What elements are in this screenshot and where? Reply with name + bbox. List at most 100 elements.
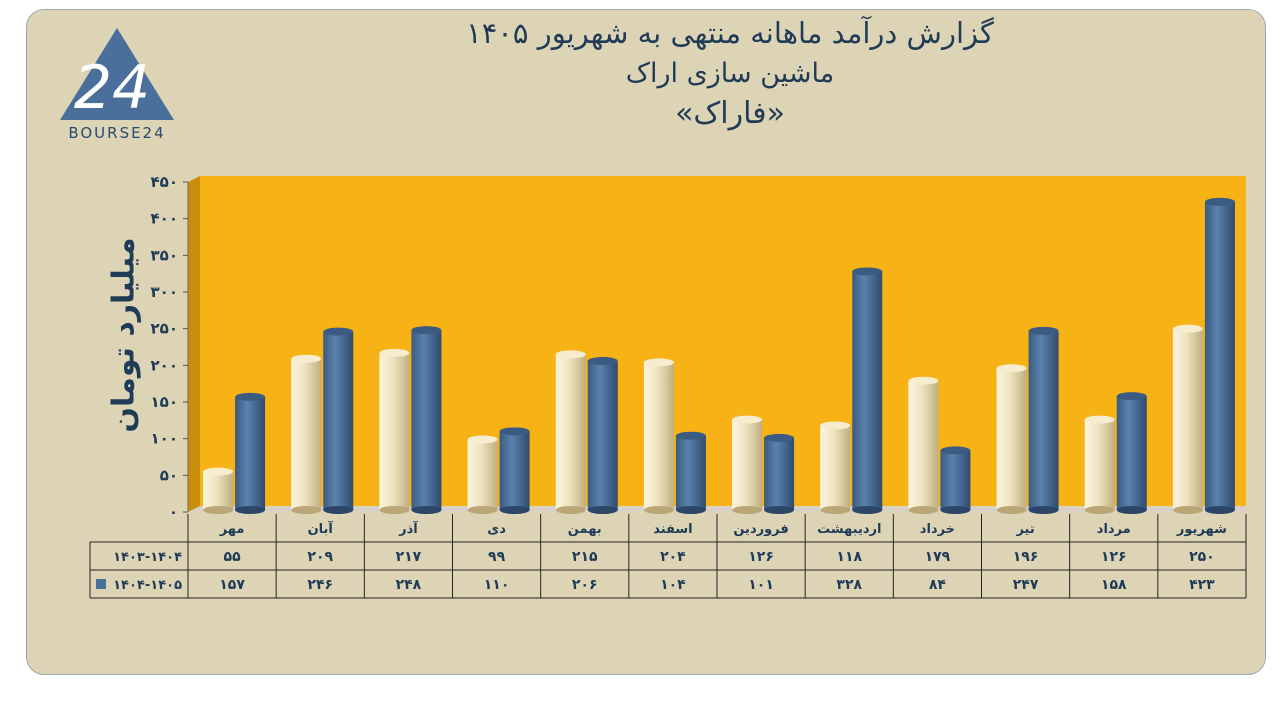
data-label: ۱۵۷ [219, 577, 245, 593]
data-label: ۲۴۷ [1013, 577, 1039, 593]
bar-base [732, 506, 763, 514]
bar-body [411, 330, 442, 510]
bar-body [235, 396, 266, 510]
y-tick-label: ۱۵۰ [151, 393, 178, 411]
bar-series-2 [852, 267, 883, 514]
bar-top [996, 364, 1027, 373]
bar-series-2 [587, 356, 618, 514]
bar-top [203, 467, 234, 476]
legend-series-name: ۱۴۰۳-۱۴۰۴ [113, 550, 182, 565]
bar-body [1084, 419, 1115, 510]
ticker-name: «فاراک» [675, 96, 785, 131]
bar-top [555, 350, 586, 359]
bar-body [675, 435, 706, 510]
data-label: ۱۰۴ [660, 577, 686, 593]
plot-side-wall [188, 176, 200, 512]
plot-floor [188, 506, 1246, 512]
bar-series-2 [764, 433, 795, 514]
plot-area [188, 176, 1246, 512]
bar-body [996, 368, 1027, 510]
data-label: ۲۰۶ [572, 577, 598, 593]
data-label: ۱۱۸ [836, 549, 862, 565]
bar-base [852, 506, 883, 514]
legend-series-name: ۱۴۰۴-۱۴۰۵ [113, 578, 182, 593]
bar-top [499, 427, 530, 436]
y-axis-label: میلیارد تومان [106, 237, 142, 433]
data-label: ۱۲۶ [1101, 549, 1127, 565]
x-tick-label: فروردین [733, 522, 788, 537]
bar-top [235, 392, 266, 401]
bar-body [587, 360, 618, 510]
bar-series-2 [235, 392, 266, 514]
bar-top [411, 326, 442, 335]
y-tick-label: ۱۰۰ [151, 430, 178, 448]
bar-series-2 [323, 327, 354, 514]
bar-body [1116, 396, 1147, 510]
bar-top [1028, 326, 1059, 335]
data-label: ۱۱۰ [484, 577, 510, 593]
bar-body [203, 471, 234, 510]
data-label: ۹۹ [488, 549, 506, 565]
bar-body [643, 362, 674, 510]
bar-series-1 [820, 421, 851, 514]
bar-series-2 [675, 431, 706, 514]
y-tick-label: ۲۰۰ [151, 356, 178, 374]
bar-base [323, 506, 354, 514]
bar-top [643, 358, 674, 367]
company-name: ماشین سازی اراک [625, 58, 835, 89]
bar-series-2 [1204, 197, 1235, 514]
bar-base [996, 506, 1027, 514]
bar-base [820, 506, 851, 514]
bar-series-2 [1028, 326, 1059, 514]
bar-base [643, 506, 674, 514]
plot-background [200, 176, 1246, 506]
bar-base [467, 506, 498, 514]
data-label: ۲۴۸ [396, 577, 422, 593]
bar-base [555, 506, 586, 514]
bar-top [587, 356, 618, 365]
y-tick-label: ۲۵۰ [151, 320, 178, 338]
bar-series-1 [555, 350, 586, 514]
bar-series-1 [643, 358, 674, 514]
bar-top [908, 376, 939, 385]
bar-series-2 [499, 427, 530, 514]
x-tick-label: دی [487, 522, 506, 537]
bar-base [1084, 506, 1115, 514]
data-label: ۴۲۳ [1189, 577, 1215, 593]
bar-series-2 [1116, 392, 1147, 514]
bar-top [940, 446, 971, 455]
data-label: ۲۰۹ [307, 549, 333, 565]
bar-top [1084, 415, 1115, 424]
bar-body [1172, 328, 1203, 510]
bar-top [1204, 197, 1235, 206]
bar-base [1172, 506, 1203, 514]
bar-top [675, 431, 706, 440]
bar-series-1 [732, 415, 763, 514]
y-tick-label: ۴۵۰ [151, 173, 178, 191]
bar-series-1 [203, 467, 234, 514]
bar-top [467, 435, 498, 444]
x-tick-label: تیر [1015, 522, 1034, 537]
bar-base [1116, 506, 1147, 514]
logo-triangle [60, 28, 174, 120]
y-tick-label: ۴۰۰ [151, 210, 178, 228]
bar-body [764, 437, 795, 510]
bar-body [820, 425, 851, 510]
bar-body [499, 431, 530, 510]
bar-base [587, 506, 618, 514]
bar-series-1 [291, 354, 322, 514]
bar-series-1 [908, 376, 939, 514]
bar-body [732, 419, 763, 510]
x-tick-label: شهریور [1176, 522, 1227, 537]
x-tick-label: آبان [308, 520, 334, 537]
bar-base [203, 506, 234, 514]
bar-base [379, 506, 410, 514]
bar-top [1116, 392, 1147, 401]
bar-base [499, 506, 530, 514]
bars [203, 197, 1235, 514]
bar-base [675, 506, 706, 514]
bar-base [940, 506, 971, 514]
data-label: ۱۰۱ [748, 577, 774, 593]
bar-top [820, 421, 851, 430]
